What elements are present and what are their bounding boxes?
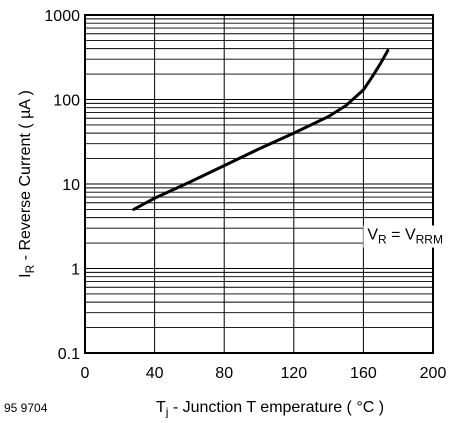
plot-frame (84, 14, 434, 354)
y-tick-label: 100 (53, 93, 80, 110)
x-tick-label: 200 (420, 365, 447, 382)
y-axis-label: IR - Reverse Current ( µA ) (17, 90, 37, 278)
tick-labels: 0 40 80 120 160 200 0.1 1 10 100 1000 Tj - Junction… (17, 8, 447, 419)
y-tick-label: 1 (71, 262, 80, 279)
x-tick-label: 0 (81, 365, 90, 382)
annotation-vr-vrrm: VR = VRRM (367, 227, 443, 247)
x-axis-label: Tj - Junction T emperature ( °C ) (156, 399, 384, 418)
x-tick-label: 40 (146, 365, 164, 382)
y-tick-label: 1000 (44, 8, 80, 25)
x-tick-label: 80 (215, 365, 233, 382)
annotation-layer: VR = VRRM (363, 225, 447, 248)
x-tick-label: 160 (350, 365, 377, 382)
series-layer (132, 49, 390, 211)
reverse-current-curve (132, 49, 390, 211)
figure-code: 95 9704 (4, 401, 48, 415)
annotation-background (363, 225, 447, 248)
x-tick-label: 120 (280, 365, 307, 382)
plot-border (84, 14, 434, 354)
y-tick-label: 10 (62, 177, 80, 194)
y-tick-label: 0.1 (58, 346, 80, 363)
